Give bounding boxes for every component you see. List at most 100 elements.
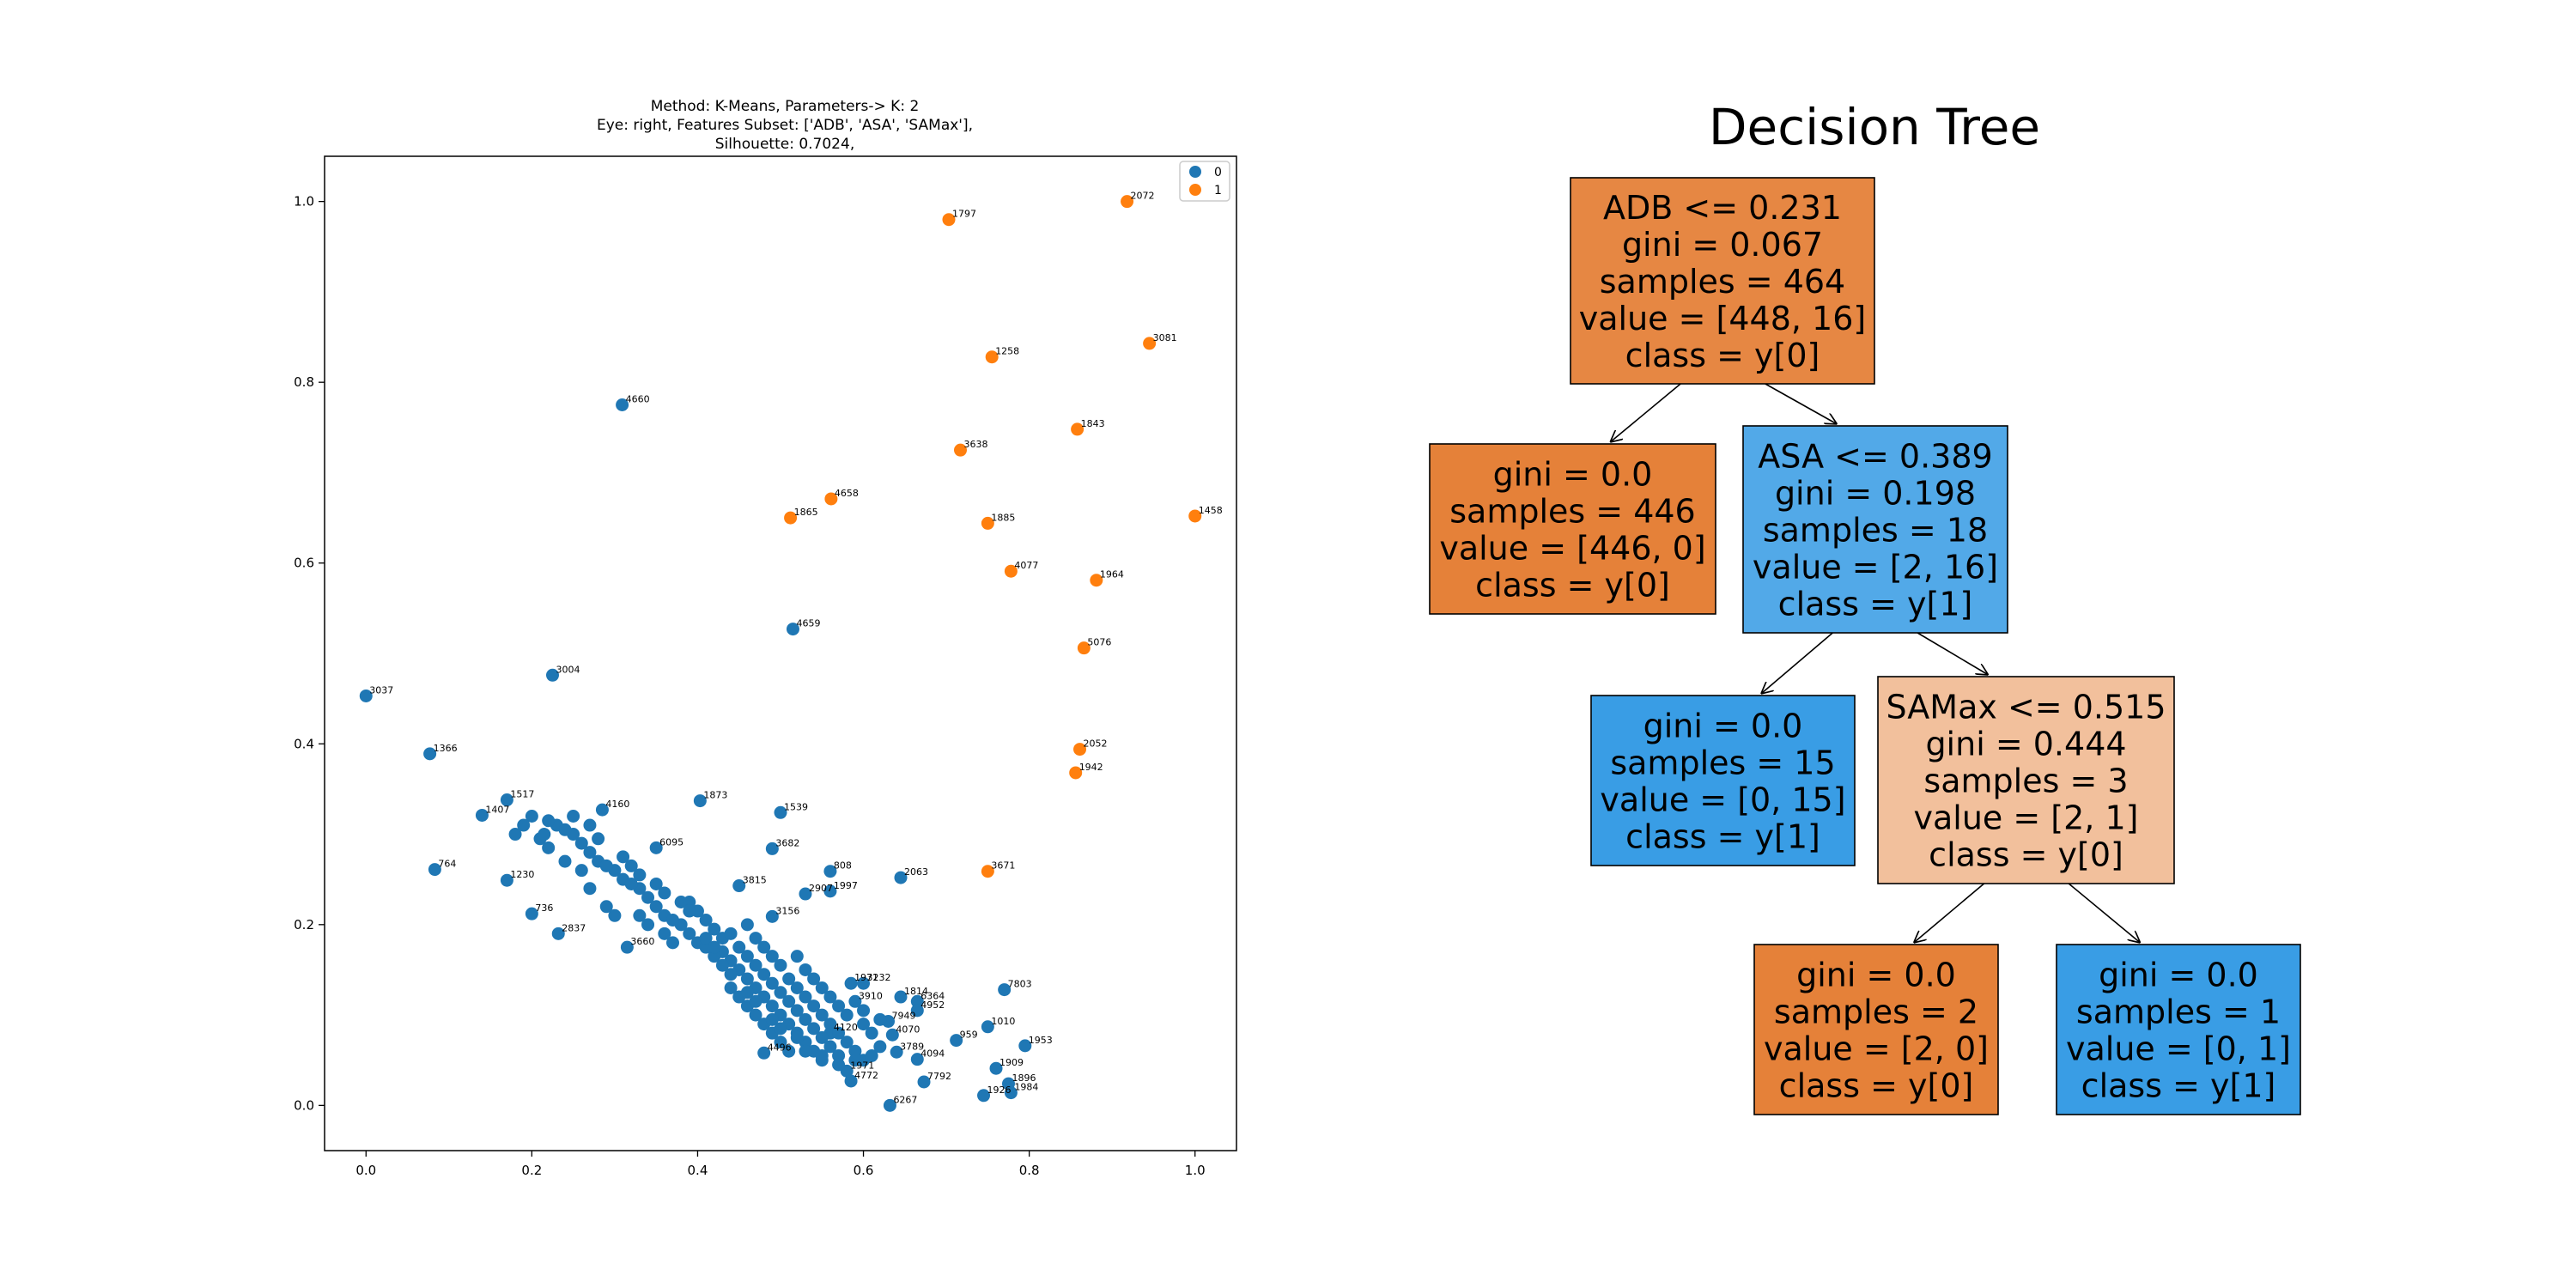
point-id-label: 7792 (927, 1071, 951, 1082)
point-id-label: 1010 (991, 1016, 1015, 1027)
scatter-point-cluster-0 (658, 927, 671, 940)
scatter-point-cluster-0 (665, 914, 679, 927)
point-id-label: 1458 (1199, 505, 1223, 516)
scatter-point-cluster-0 (894, 990, 908, 1004)
scatter-point-cluster-0 (883, 1098, 896, 1112)
scatter-point-cluster-0 (508, 828, 522, 841)
scatter-point-cluster-0 (799, 1012, 812, 1026)
tree-node-line: value = [448, 16] (1579, 300, 1867, 337)
scatter-point-cluster-0 (790, 981, 804, 995)
scatter-point-cluster-0 (807, 972, 821, 986)
x-tick-label: 0.4 (688, 1163, 708, 1178)
scatter-point-cluster-0 (359, 689, 373, 702)
tree-node-box (1570, 177, 1875, 385)
scatter-point-cluster-0 (910, 994, 924, 1008)
point-id-label: 3910 (859, 990, 883, 1001)
tree-node-line: class = y[0] (1929, 836, 2123, 874)
tree-node-line: class = y[0] (1779, 1067, 1974, 1105)
point-id-label: 2837 (562, 922, 586, 933)
scatter-point-cluster-0 (873, 1040, 887, 1054)
scatter-point-cluster-0 (823, 884, 837, 898)
scatter-title: Method: K-Means, Parameters-> K: 2 Eye: … (597, 98, 973, 153)
point-id-label: 764 (438, 859, 456, 870)
point-id-label: 1942 (1079, 762, 1103, 773)
tree-node-line: gini = 0.067 (1622, 226, 1823, 264)
point-id-label: 4952 (920, 999, 945, 1011)
scatter-point-cluster-0 (732, 879, 746, 893)
scatter-point-cluster-0 (620, 940, 634, 954)
tree-title: Decision Tree (1709, 98, 2040, 156)
scatter-point-cluster-0 (749, 958, 762, 972)
point-id-label: 3660 (630, 936, 654, 947)
scatter-point-cluster-0 (724, 981, 738, 995)
scatter-point-cluster-0 (740, 972, 754, 986)
scatter-point-cluster-0 (567, 809, 580, 823)
scatter-point-cluster-0 (865, 1048, 878, 1062)
tree-node-line: class = y[1] (1778, 586, 1973, 623)
scatter-point-cluster-1 (1090, 574, 1103, 587)
point-id-label: 7803 (1008, 979, 1032, 990)
scatter-point-cluster-0 (583, 818, 597, 832)
tree-node-line: value = [0, 15] (1600, 781, 1845, 819)
point-id-label: 3004 (556, 664, 580, 675)
scatter-point-cluster-1 (1188, 509, 1202, 523)
tree-node-line: samples = 446 (1449, 493, 1695, 531)
scatter-point-cluster-0 (724, 927, 738, 940)
scatter-point-cluster-0 (683, 904, 696, 918)
scatter-point-cluster-0 (765, 909, 779, 923)
scatter-point-cluster-0 (1004, 1086, 1018, 1100)
scatter-point-cluster-0 (699, 932, 713, 945)
tree-node-line: samples = 2 (1774, 993, 1978, 1031)
point-id-label: 2072 (1131, 191, 1155, 202)
scatter-point-cluster-0 (774, 986, 787, 999)
scatter-title-line-1: Method: K-Means, Parameters-> K: 2 (651, 98, 920, 115)
point-id-label: 808 (834, 860, 852, 872)
scatter-point-cluster-1 (1121, 195, 1134, 209)
tree-node-line: class = y[0] (1625, 337, 1820, 374)
scatter-point-cluster-0 (423, 747, 437, 761)
kmeans-scatter-plot: Method: K-Means, Parameters-> K: 2 Eye: … (294, 98, 1237, 1178)
scatter-point-cluster-1 (784, 511, 798, 525)
scatter-point-cluster-0 (624, 859, 638, 872)
tree-node-line: samples = 464 (1600, 263, 1845, 301)
tree-node-line: gini = 0.0 (2099, 957, 2258, 994)
scatter-point-cluster-0 (848, 1044, 862, 1058)
scatter-point-cluster-0 (428, 863, 441, 877)
y-tick-label: 0.6 (294, 556, 314, 571)
scatter-point-cluster-0 (693, 794, 707, 808)
scatter-point-cluster-0 (765, 841, 779, 855)
scatter-point-cluster-0 (823, 990, 837, 1004)
tree-node-line: value = [2, 16] (1753, 549, 1998, 586)
tree-node-line: gini = 0.0 (1493, 456, 1653, 494)
point-id-label: 1814 (904, 986, 928, 997)
scatter-point-cluster-0 (774, 1022, 787, 1036)
scatter-point-cluster-0 (815, 1054, 829, 1067)
scatter-point-cluster-0 (542, 841, 556, 854)
point-id-label: 1885 (991, 512, 1015, 523)
point-id-label: 1926 (987, 1084, 1012, 1096)
scatter-point-cluster-0 (724, 968, 738, 981)
scatter-point-cluster-0 (740, 918, 754, 932)
point-id-label: 1407 (485, 804, 509, 815)
point-id-label: 1909 (999, 1057, 1024, 1068)
scatter-point-cluster-0 (740, 986, 754, 999)
tree-node-line: samples = 15 (1610, 744, 1835, 782)
scatter-point-cluster-0 (649, 900, 663, 914)
tree-node-box (1429, 443, 1716, 615)
scatter-point-cluster-0 (765, 976, 779, 990)
scatter-point-cluster-0 (599, 859, 613, 872)
scatter-point-cluster-1 (824, 492, 838, 506)
scatter-point-cluster-0 (989, 1061, 1003, 1075)
tree-node-line: class = y[1] (1625, 818, 1820, 856)
scatter-point-cluster-0 (592, 832, 605, 846)
scatter-point-cluster-0 (890, 1045, 903, 1059)
tree-edge-n4-n5 (1914, 883, 1985, 943)
point-id-label: 4077 (1014, 560, 1038, 571)
scatter-point-cluster-0 (950, 1034, 963, 1048)
scatter-point-cluster-0 (782, 994, 796, 1008)
point-id-label: 3081 (1153, 332, 1177, 343)
scatter-point-cluster-1 (981, 516, 994, 530)
